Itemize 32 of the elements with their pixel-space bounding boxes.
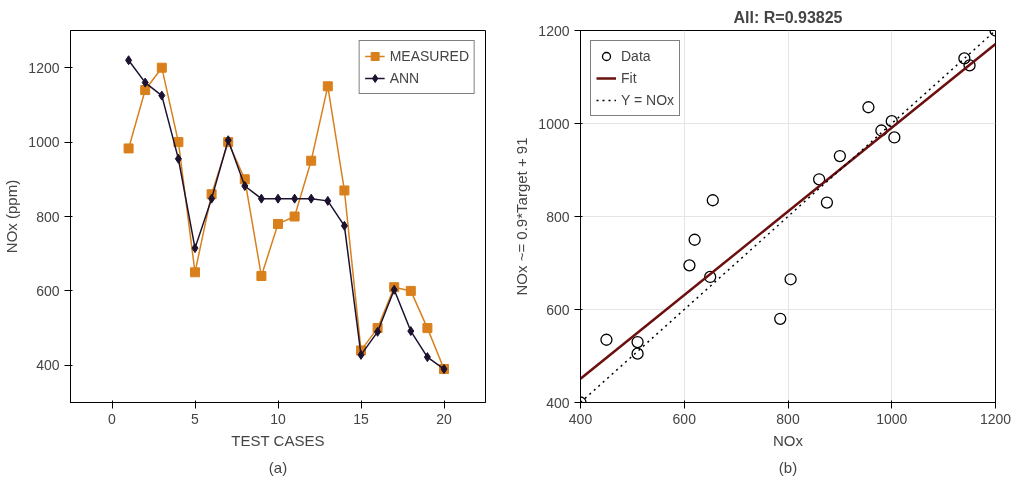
x-tick-label: 0 bbox=[108, 410, 117, 427]
x-tick-label: 600 bbox=[672, 410, 697, 427]
legend-label: Y = NOx bbox=[621, 92, 675, 108]
x-tick-label: 1000 bbox=[876, 410, 908, 427]
y-tick-label: 800 bbox=[546, 208, 570, 225]
x-tick-label: 800 bbox=[776, 410, 800, 427]
x-tick-label: 400 bbox=[568, 410, 593, 427]
legend-label: Fit bbox=[621, 70, 638, 86]
x-tick-label: 1200 bbox=[979, 410, 1012, 427]
legend-label: ANN bbox=[389, 70, 420, 86]
y-tick-label: 1200 bbox=[538, 22, 570, 39]
x-tick-label: 5 bbox=[191, 410, 200, 427]
x-tick-label: 20 bbox=[436, 410, 452, 427]
y-tick-label: 400 bbox=[546, 394, 570, 411]
text: (b) bbox=[778, 458, 798, 476]
y-tick-label: 600 bbox=[546, 301, 570, 318]
x-axis-title: NOx bbox=[773, 431, 804, 449]
y-tick-label: 400 bbox=[36, 357, 60, 374]
y-tick-label: 800 bbox=[36, 208, 60, 225]
x-axis-title: TEST CASES bbox=[231, 431, 325, 449]
chart-title: All: R=0.93825 bbox=[733, 8, 843, 26]
legend-label: Data bbox=[621, 48, 651, 64]
x-tick-label: 10 bbox=[270, 410, 286, 427]
y-tick-label: 600 bbox=[36, 282, 60, 299]
y-tick-label: 1000 bbox=[28, 134, 60, 151]
y-axis-title: NOx ~= 0.9*Target + 91 bbox=[513, 137, 531, 296]
y-tick-label: 1000 bbox=[538, 115, 570, 132]
y-tick-label: 1200 bbox=[28, 59, 60, 76]
x-tick-label: 15 bbox=[353, 410, 369, 427]
legend-label: MEASURED bbox=[389, 48, 469, 64]
text: (a) bbox=[268, 458, 288, 476]
y-axis-title: NOx (ppm) bbox=[3, 179, 21, 254]
